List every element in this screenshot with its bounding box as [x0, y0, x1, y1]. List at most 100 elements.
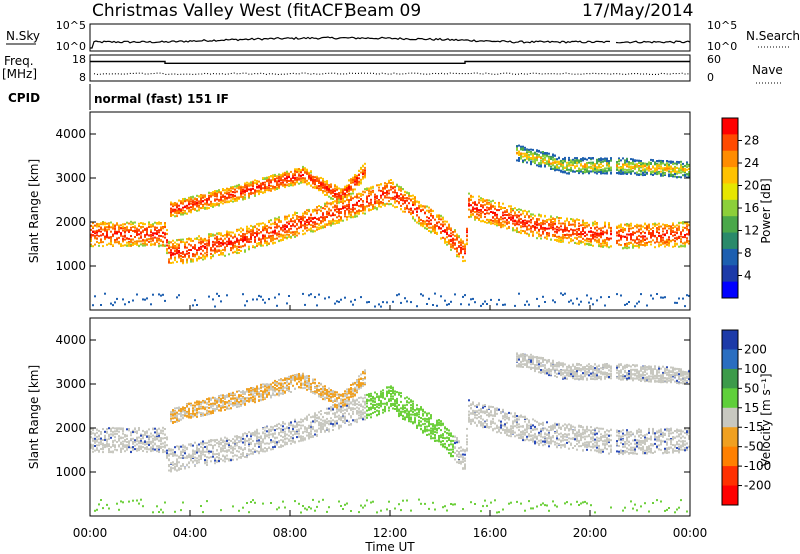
- scatter-cell: [408, 192, 410, 195]
- scatter-cell: [554, 169, 556, 172]
- scatter-cell: [324, 226, 326, 229]
- scatter-cell: [576, 297, 578, 300]
- scatter-cell: [220, 234, 222, 237]
- scatter-cell: [456, 250, 458, 253]
- scatter-cell: [598, 159, 600, 162]
- scatter-cell: [158, 234, 160, 237]
- scatter-cell: [246, 236, 248, 238]
- scatter-cell: [438, 216, 440, 219]
- scatter-cell: [108, 226, 110, 229]
- scatter-cell: [296, 171, 298, 174]
- scatter-cell: [550, 162, 552, 165]
- scatter-cell: [348, 192, 350, 195]
- scatter-cell: [688, 230, 690, 233]
- scatter-cell: [482, 199, 484, 202]
- scatter-cell: [438, 214, 440, 217]
- scatter-cell: [428, 217, 430, 220]
- scatter-cell: [552, 218, 554, 220]
- scatter-cell: [582, 219, 584, 222]
- scatter-cell: [340, 197, 342, 200]
- scatter-cell: [356, 177, 358, 180]
- scatter-cell: [432, 227, 434, 230]
- scatter-cell: [308, 210, 310, 212]
- scatter-cell: [290, 184, 292, 187]
- scatter-cell: [376, 197, 378, 200]
- scatter-cell: [140, 243, 142, 246]
- scatter-cell: [580, 231, 582, 234]
- scatter-cell: [664, 245, 666, 248]
- scatter-cell: [606, 159, 608, 162]
- scatter-cell: [156, 226, 158, 229]
- scatter-cell: [640, 239, 642, 242]
- scatter-cell: [286, 180, 288, 183]
- scatter-cell: [144, 223, 146, 226]
- scatter-cell: [188, 199, 190, 202]
- scatter-cell: [178, 250, 180, 252]
- scatter-cell: [466, 229, 468, 232]
- scatter-cell: [222, 239, 224, 242]
- scatter-cell: [654, 172, 656, 175]
- scatter-cell: [452, 231, 454, 233]
- scatter-cell: [272, 235, 274, 238]
- scatter-cell: [126, 241, 128, 244]
- scatter-cell: [624, 168, 626, 171]
- scatter-cell: [526, 149, 528, 152]
- scatter-cell: [216, 239, 218, 242]
- scatter-cell: [210, 195, 212, 198]
- scatter-cell: [586, 221, 588, 224]
- scatter-cell: [334, 214, 336, 217]
- scatter-cell: [666, 169, 668, 172]
- scatter-cell: [120, 245, 122, 247]
- scatter-cell: [602, 158, 604, 161]
- scatter-cell: [532, 148, 534, 151]
- scatter-cell: [130, 243, 132, 246]
- scatter-cell: [548, 158, 550, 161]
- scatter-cell: [388, 200, 390, 203]
- nsearch-label: N.Search: [746, 29, 800, 43]
- scatter-cell: [330, 214, 332, 217]
- scatter-cell: [272, 174, 274, 177]
- scatter-cell: [354, 174, 356, 176]
- scatter-cell: [134, 242, 136, 245]
- scatter-cell: [680, 176, 682, 179]
- scatter-cell: [234, 188, 236, 191]
- scatter-cell: [152, 293, 154, 296]
- scatter-cell: [588, 161, 590, 164]
- scatter-cell: [478, 201, 480, 204]
- scatter-cell: [534, 226, 536, 229]
- scatter-cell: [544, 222, 546, 225]
- scatter-cell: [648, 241, 650, 243]
- scatter-cell: [174, 211, 176, 214]
- scatter-cell: [512, 220, 514, 223]
- scatter-cell: [422, 220, 424, 222]
- scatter-cell: [244, 196, 246, 199]
- scatter-cell: [336, 187, 338, 190]
- scatter-cell: [322, 177, 324, 180]
- scatter-cell: [652, 226, 654, 229]
- scatter-cell: [440, 295, 442, 298]
- scatter-cell: [512, 208, 514, 210]
- scatter-cell: [452, 237, 454, 240]
- scatter-cell: [480, 214, 482, 217]
- scatter-cell: [636, 159, 638, 162]
- scatter-cell: [554, 301, 556, 304]
- scatter-cell: [98, 242, 100, 244]
- scatter-cell: [150, 243, 152, 246]
- scatter-cell: [170, 246, 172, 249]
- freq-trace: [90, 60, 690, 64]
- scatter-cell: [512, 229, 514, 232]
- scatter-cell: [282, 181, 284, 184]
- scatter-cell: [524, 231, 526, 234]
- scatter-cell: [404, 197, 406, 200]
- scatter-cell: [328, 189, 330, 192]
- scatter-cell: [582, 222, 584, 225]
- scatter-cell: [264, 181, 266, 184]
- scatter-cell: [574, 161, 576, 164]
- scatter-cell: [254, 246, 256, 249]
- scatter-cell: [566, 217, 568, 220]
- scatter-cell: [208, 207, 210, 210]
- scatter-cell: [90, 228, 92, 231]
- scatter-cell: [268, 232, 270, 235]
- scatter-cell: [358, 209, 360, 212]
- scatter-cell: [548, 227, 550, 230]
